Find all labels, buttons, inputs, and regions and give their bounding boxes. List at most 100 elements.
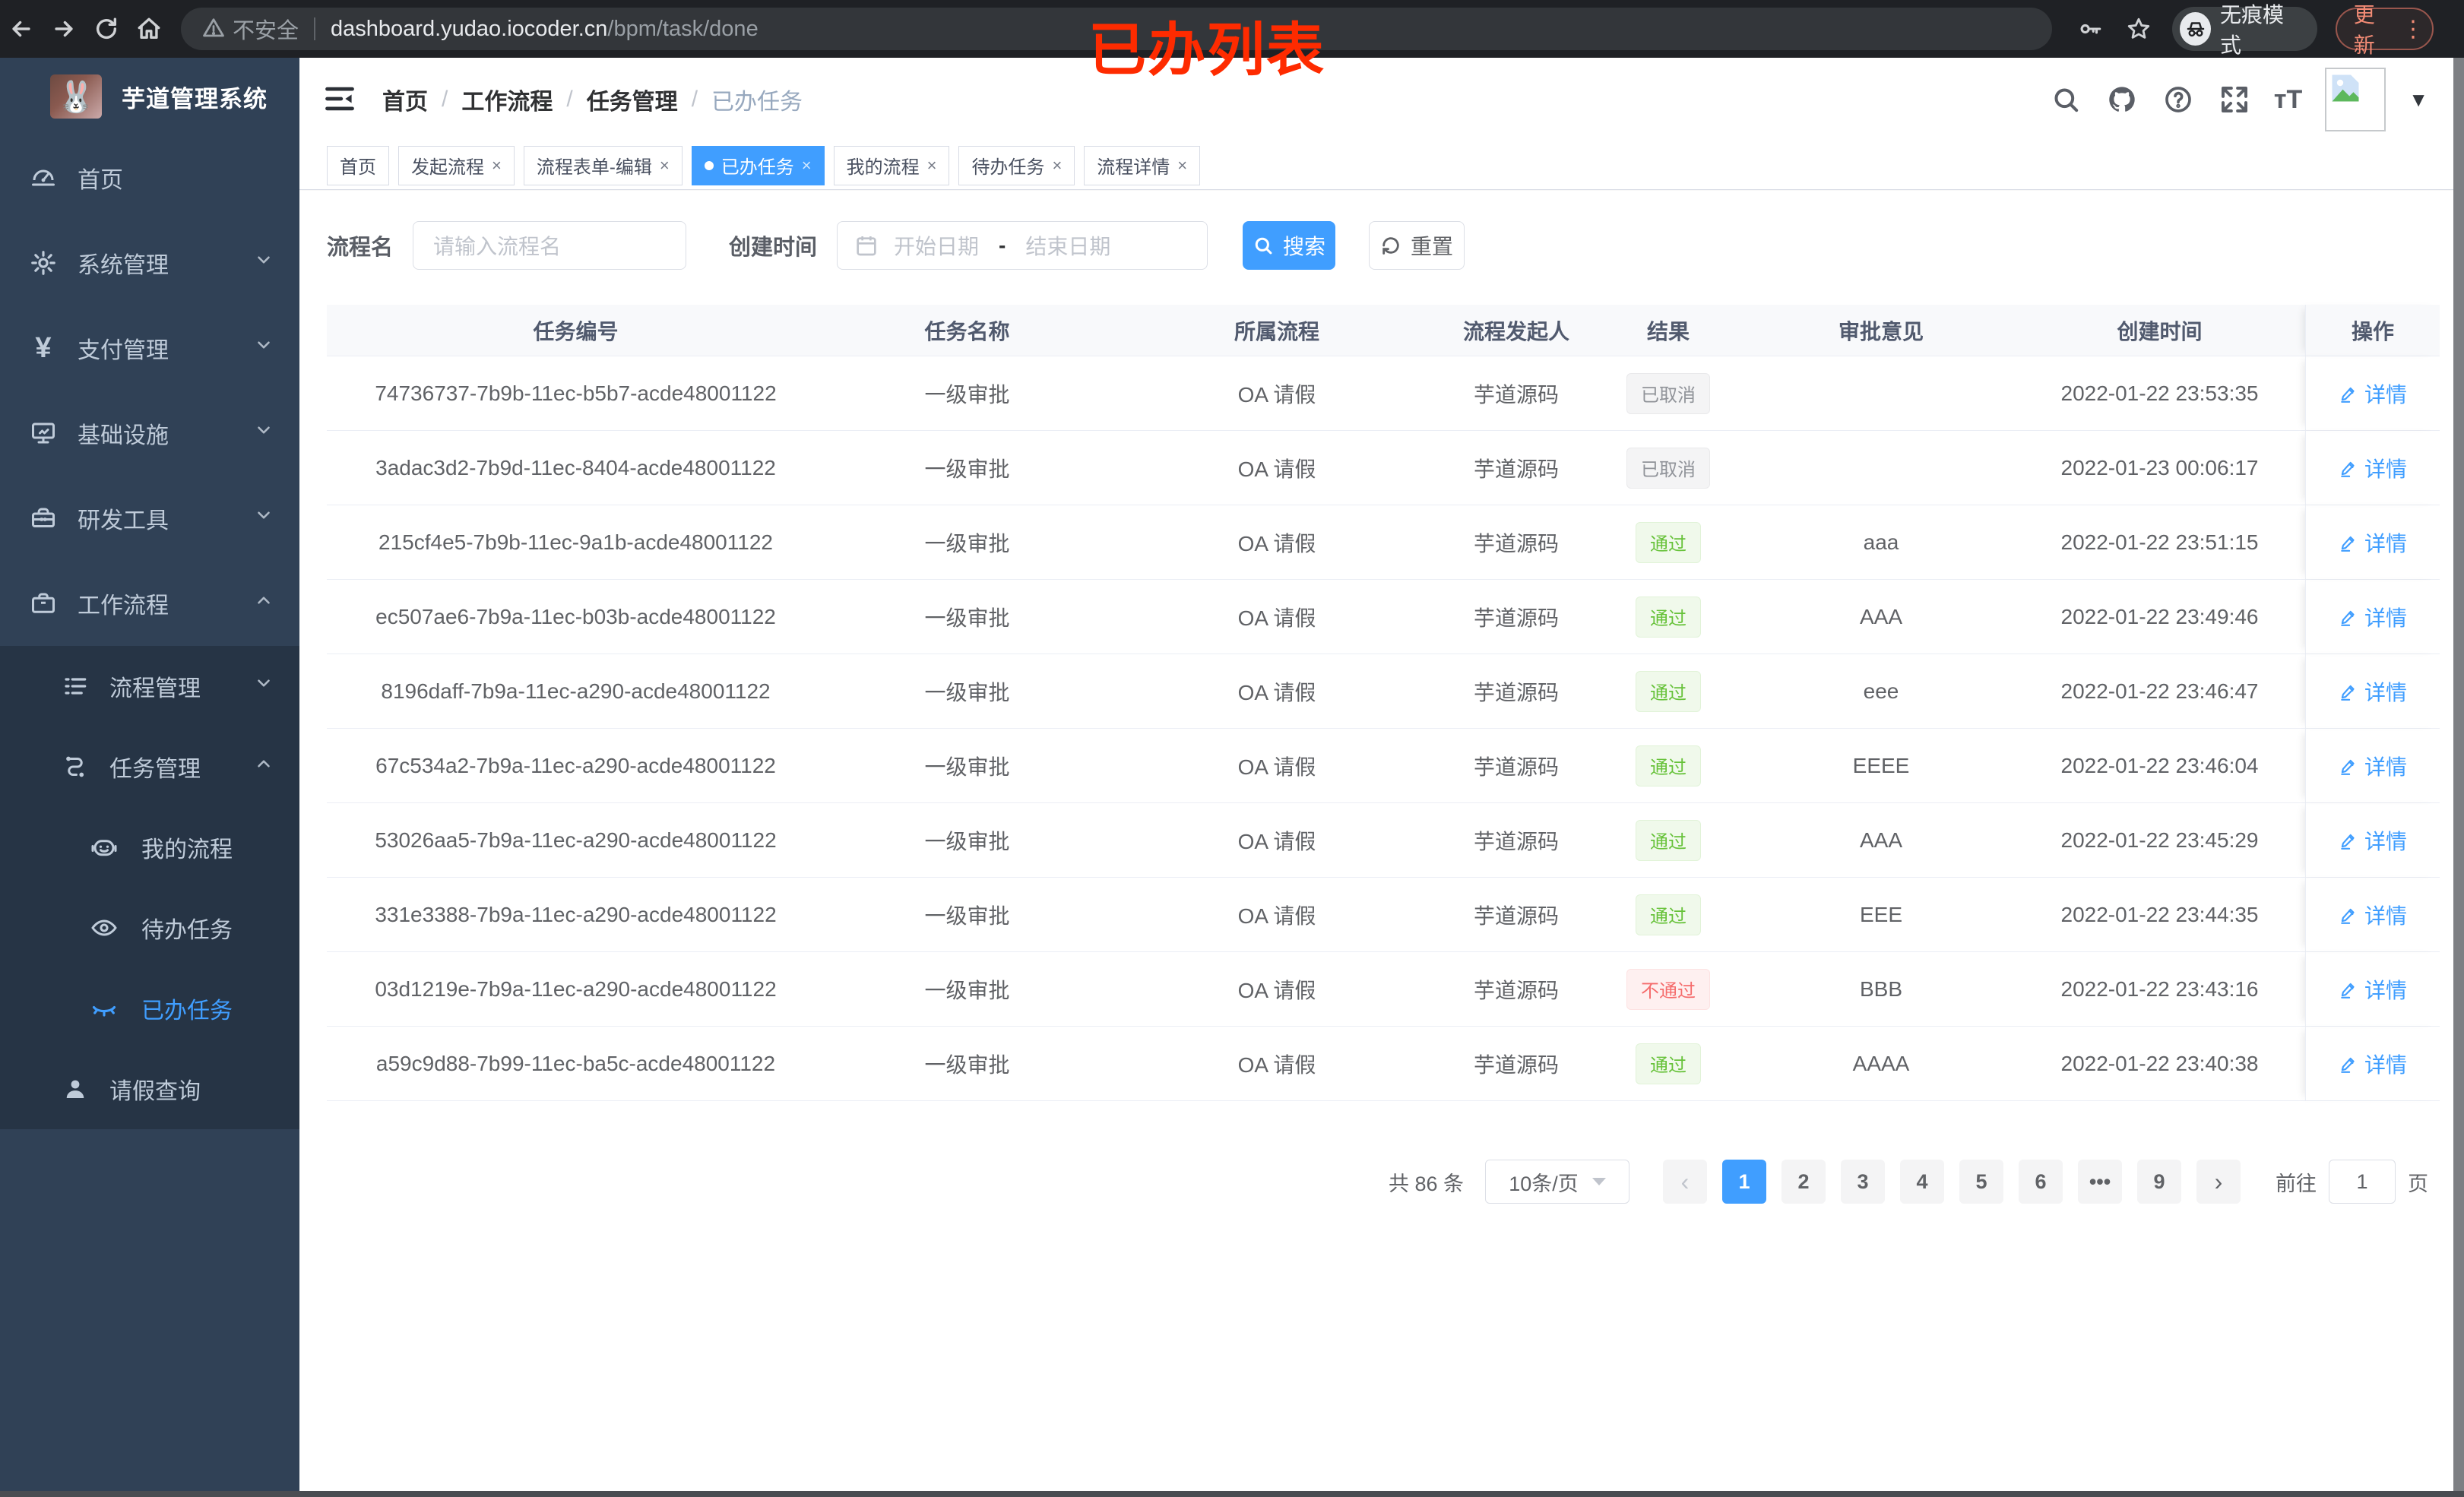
sidebar-item-my-process[interactable]: 我的流程 <box>0 807 299 888</box>
detail-link[interactable]: 详情 <box>2339 1049 2407 1079</box>
process-name-input[interactable]: 请输入流程名 <box>413 221 687 270</box>
tab-start-process[interactable]: 发起流程 × <box>398 145 515 185</box>
tab-done-tasks[interactable]: 已办任务 × <box>691 145 825 185</box>
sidebar-item-infrastructure[interactable]: 基础设施 <box>0 391 299 476</box>
back-icon[interactable] <box>0 8 43 50</box>
cell-name: 一级审批 <box>924 904 1010 928</box>
incognito-label: 无痕模式 <box>2219 3 2284 57</box>
security-warning-icon[interactable] <box>202 17 233 42</box>
sidebar-item-task-management[interactable]: 任务管理 <box>0 726 299 807</box>
end-date-placeholder: 结束日期 <box>1025 235 1111 258</box>
search-icon[interactable] <box>2049 83 2082 116</box>
password-key-icon[interactable] <box>2075 8 2105 50</box>
table-row: 8196daff-7b9a-11ec-a290-acde48001122 一级审批… <box>327 654 2440 729</box>
sidebar-item-todo-tasks[interactable]: 待办任务 <box>0 888 299 968</box>
page-button-2[interactable]: 2 <box>1781 1160 1826 1204</box>
sidebar-item-payment-management[interactable]: ¥ 支付管理 <box>0 305 299 391</box>
sidebar-item-label: 已办任务 <box>141 999 233 1024</box>
cell-process: OA 请假 <box>1237 680 1316 704</box>
detail-link[interactable]: 详情 <box>2339 825 2407 856</box>
forward-icon[interactable] <box>43 8 85 50</box>
detail-link[interactable]: 详情 <box>2339 453 2407 483</box>
close-icon[interactable]: × <box>1177 155 1188 175</box>
font-size-icon[interactable]: ᴛT <box>2273 84 2303 114</box>
detail-link[interactable]: 详情 <box>2339 676 2407 707</box>
sidebar-item-done-tasks[interactable]: 已办任务 <box>0 968 299 1049</box>
detail-link[interactable]: 详情 <box>2339 602 2407 632</box>
breadcrumb-task-management[interactable]: 任务管理 <box>586 90 678 115</box>
page-button-1[interactable]: 1 <box>1722 1160 1766 1204</box>
goto-page: 前往 1 页 <box>2276 1160 2428 1204</box>
sidebar-collapse-icon[interactable] <box>323 82 358 117</box>
reset-button[interactable]: 重置 <box>1369 221 1465 270</box>
detail-link[interactable]: 详情 <box>2339 974 2407 1005</box>
sidebar-item-label: 我的流程 <box>141 837 233 862</box>
detail-link[interactable]: 详情 <box>2339 900 2407 930</box>
breadcrumb-home[interactable]: 首页 <box>382 90 428 115</box>
cell-name: 一级审批 <box>924 531 1010 555</box>
page-button-9[interactable]: 9 <box>2137 1160 2181 1204</box>
cell-process: OA 请假 <box>1237 382 1316 407</box>
help-icon[interactable] <box>2162 83 2195 116</box>
tab-home[interactable]: 首页 <box>327 145 389 185</box>
home-icon[interactable] <box>128 8 170 50</box>
fullscreen-icon[interactable] <box>2218 83 2251 116</box>
update-button[interactable]: 更新 ⋮ <box>2335 3 2434 57</box>
breadcrumb-workflow[interactable]: 工作流程 <box>461 90 553 115</box>
sidebar-item-leave-query[interactable]: 请假查询 <box>0 1049 299 1129</box>
tab-my-process[interactable]: 我的流程 × <box>833 145 950 185</box>
breadcrumb-current: 已办任务 <box>711 90 803 115</box>
date-range-input[interactable]: 开始日期 - 结束日期 <box>837 221 1208 270</box>
cell-id: 74736737-7b9b-11ec-b5b7-acde48001122 <box>375 381 777 405</box>
more-pages-button[interactable]: ••• <box>2078 1160 2122 1204</box>
sidebar-item-system-management[interactable]: 系统管理 <box>0 220 299 305</box>
close-icon[interactable]: × <box>801 155 812 175</box>
sidebar-item-home[interactable]: 首页 <box>0 135 299 220</box>
sidebar-item-workflow[interactable]: 工作流程 <box>0 561 299 646</box>
sidebar-item-dev-tools[interactable]: 研发工具 <box>0 476 299 561</box>
breadcrumb: 首页 / 工作流程 / 任务管理 / 已办任务 <box>382 83 803 116</box>
close-icon[interactable]: × <box>659 155 670 175</box>
page-button-6[interactable]: 6 <box>2019 1160 2063 1204</box>
gear-icon <box>29 248 58 277</box>
result-tag: 通过 <box>1636 819 1701 861</box>
detail-link[interactable]: 详情 <box>2339 751 2407 781</box>
next-page-button[interactable]: › <box>2196 1160 2241 1204</box>
close-icon[interactable]: × <box>492 155 502 175</box>
tab-process-form-edit[interactable]: 流程表单-编辑 × <box>523 145 683 185</box>
bookmark-star-icon[interactable] <box>2124 8 2154 50</box>
detail-link[interactable]: 详情 <box>2339 527 2407 558</box>
address-bar[interactable]: 不安全 dashboard.yudao.iocoder.cn/bpm/task/… <box>181 8 2053 50</box>
cell-result: 通过 <box>1588 745 1748 786</box>
browser-menu-dots-icon[interactable]: ⋮ <box>2402 16 2424 42</box>
cell-result: 通过 <box>1588 670 1748 712</box>
cell-created: 2022-01-22 23:46:47 <box>2060 679 2259 703</box>
app-logo-row[interactable]: 🐰 芋道管理系统 <box>0 58 299 135</box>
reload-icon[interactable] <box>85 8 128 50</box>
column-header-6: 审批意见 <box>1838 319 1924 343</box>
sidebar-item-process-management[interactable]: 流程管理 <box>0 646 299 726</box>
prev-page-button[interactable]: ‹ <box>1663 1160 1707 1204</box>
detail-link[interactable]: 详情 <box>2339 378 2407 409</box>
avatar[interactable] <box>2325 68 2386 131</box>
goto-page-input[interactable]: 1 <box>2329 1160 2396 1204</box>
tab-todo-tasks[interactable]: 待办任务 × <box>958 145 1075 185</box>
search-button[interactable]: 搜索 <box>1243 221 1336 270</box>
chevron-down-icon[interactable]: ▼ <box>2409 87 2428 111</box>
github-icon[interactable] <box>2105 83 2139 116</box>
create-time-label: 创建时间 <box>729 236 818 260</box>
table-row: ec507ae6-7b9a-11ec-b03b-acde48001122 一级审批… <box>327 580 2440 654</box>
close-icon[interactable]: × <box>926 155 937 175</box>
column-header-7: 创建时间 <box>2117 319 2203 343</box>
window-scrollbar[interactable] <box>2453 58 2464 1497</box>
column-header-8: 操作 <box>2305 305 2440 356</box>
table-row: 3adac3d2-7b9d-11ec-8404-acde48001122 一级审批… <box>327 431 2440 505</box>
cell-result: 通过 <box>1588 596 1748 638</box>
result-tag: 不通过 <box>1626 968 1710 1010</box>
page-button-4[interactable]: 4 <box>1900 1160 1944 1204</box>
close-icon[interactable]: × <box>1052 155 1063 175</box>
page-size-select[interactable]: 10条/页 <box>1485 1160 1629 1204</box>
page-button-5[interactable]: 5 <box>1959 1160 2003 1204</box>
tab-process-detail[interactable]: 流程详情 × <box>1084 145 1201 185</box>
page-button-3[interactable]: 3 <box>1841 1160 1885 1204</box>
